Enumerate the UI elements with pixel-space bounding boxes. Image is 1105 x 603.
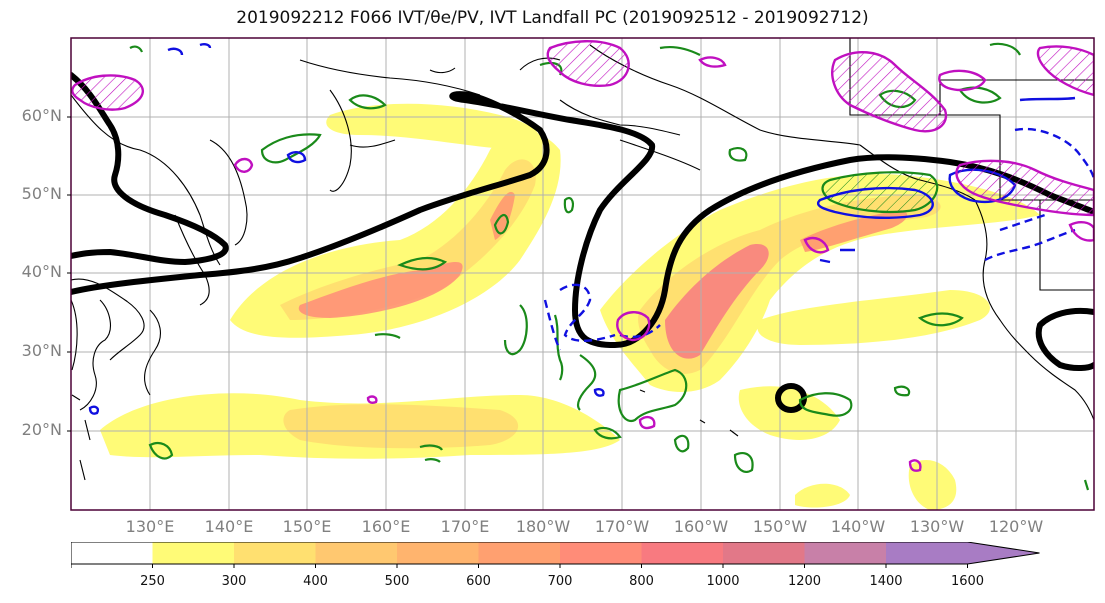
colorbar-segment xyxy=(560,542,642,564)
colorbar-segment xyxy=(71,542,153,564)
colorbar-label: 1600 xyxy=(950,574,985,589)
lat-label-40n: 40°N xyxy=(21,262,62,281)
colorbar-segment xyxy=(886,542,968,564)
thick-contours xyxy=(71,72,1094,413)
lon-label-170e: 170°E xyxy=(440,517,490,536)
colorbar-segment xyxy=(478,542,561,564)
lon-label-150e: 150°E xyxy=(282,517,332,536)
lon-label-160w: 160°W xyxy=(673,517,729,536)
lat-ticks xyxy=(67,116,71,432)
colorbar-label: 400 xyxy=(303,574,328,589)
ivt-shading xyxy=(100,103,1040,510)
colorbar-label: 700 xyxy=(547,574,573,589)
lon-label-130w: 130°W xyxy=(909,517,965,536)
colorbar-segment xyxy=(315,542,398,564)
lon-label-180w: 180°W xyxy=(515,517,571,536)
gridlines xyxy=(71,38,1094,510)
lon-label-170w: 170°W xyxy=(594,517,650,536)
lon-label-130e: 130°E xyxy=(125,517,175,536)
lon-label-150w: 150°W xyxy=(752,517,808,536)
colorbar-extend-arrow xyxy=(967,542,1040,564)
colorbar xyxy=(71,542,1040,568)
colorbar-segment xyxy=(804,542,887,564)
colorbar-segment xyxy=(234,542,316,564)
colorbar-label: 250 xyxy=(140,574,165,589)
colorbar-label: 800 xyxy=(629,574,654,589)
colorbar-outline xyxy=(71,542,1040,565)
lat-label-60n: 60°N xyxy=(21,106,62,125)
magenta-contours xyxy=(71,40,1094,472)
lon-label-140e: 140°E xyxy=(204,517,254,536)
colorbar-label: 1200 xyxy=(787,574,822,589)
map-frame xyxy=(70,37,1095,511)
colorbar-segment xyxy=(152,542,235,564)
lat-label-30n: 30°N xyxy=(21,341,62,360)
map-title: 2019092212 F066 IVT/θe/PV, IVT Landfall … xyxy=(236,8,869,28)
green-contours xyxy=(129,42,1090,491)
lon-label-140w: 140°W xyxy=(830,517,886,536)
colorbar-label: 1400 xyxy=(869,574,903,589)
colorbar-label: 600 xyxy=(466,574,491,589)
lat-label-50n: 50°N xyxy=(21,184,62,203)
lat-label-20n: 20°N xyxy=(21,420,62,439)
lon-label-120w: 120°W xyxy=(988,517,1044,536)
colorbar-label: 500 xyxy=(384,574,410,589)
colorbar-label: 300 xyxy=(221,574,247,589)
lon-label-160e: 160°E xyxy=(361,517,411,536)
colorbar-label: 1000 xyxy=(706,574,740,589)
colorbar-segment xyxy=(397,542,479,564)
colorbar-segment xyxy=(641,542,724,564)
colorbar-segment xyxy=(723,542,805,564)
